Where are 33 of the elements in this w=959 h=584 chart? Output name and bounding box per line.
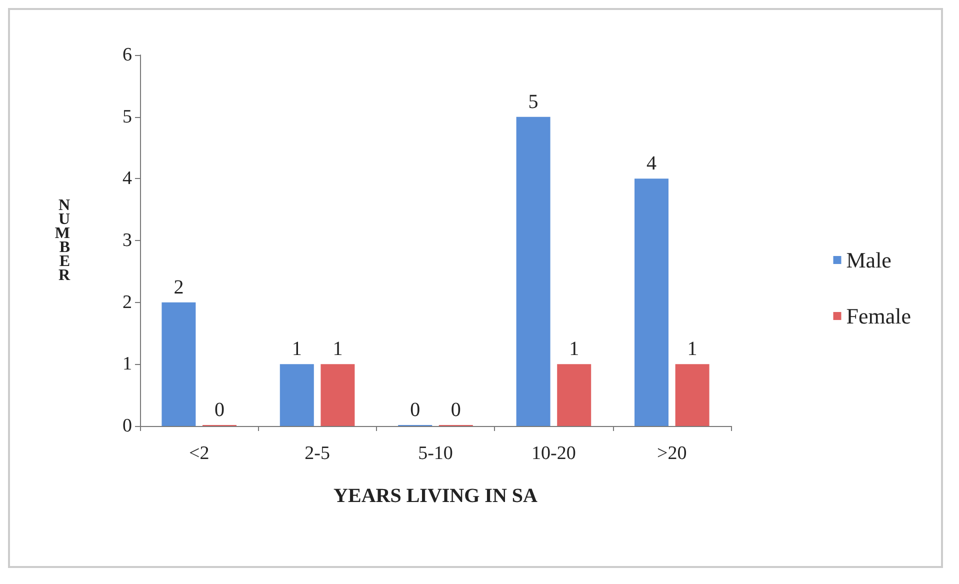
y-tick-label: 5 [122, 106, 132, 128]
bar [320, 364, 355, 426]
x-tick-label: 2-5 [304, 443, 330, 464]
bar [162, 302, 196, 426]
y-tick-label: 3 [122, 230, 132, 251]
data-label: 0 [214, 399, 224, 421]
bar [557, 364, 592, 426]
data-label: 1 [332, 338, 343, 360]
x-tick-label: 10-20 [532, 443, 576, 464]
data-label: 4 [646, 152, 656, 175]
x-tick-label: 5-10 [418, 443, 453, 464]
y-tick-label: 4 [122, 168, 132, 190]
x-tick-label: <2 [188, 443, 210, 464]
y-tick-label: 0 [122, 416, 132, 436]
y-tick-label: 6 [122, 44, 132, 66]
data-label: 5 [528, 90, 538, 113]
y-tick-label: 2 [122, 292, 132, 313]
data-label: 0 [410, 399, 420, 421]
data-label: 1 [569, 338, 580, 360]
y-tick-label: 1 [122, 354, 132, 375]
legend-label: Male [846, 248, 892, 272]
bar [280, 364, 314, 426]
bar [634, 178, 668, 426]
x-axis-title: YEARS LIVING IN SA [334, 485, 538, 507]
bar [516, 116, 550, 426]
bar [675, 364, 710, 426]
data-label: 2 [174, 276, 184, 298]
legend-label: Female [846, 304, 912, 328]
y-axis-title: NUMBER [54, 197, 70, 284]
data-label: 1 [292, 338, 302, 360]
data-label: 1 [687, 338, 698, 360]
x-tick-label: >20 [657, 443, 687, 464]
data-label: 0 [450, 399, 461, 421]
